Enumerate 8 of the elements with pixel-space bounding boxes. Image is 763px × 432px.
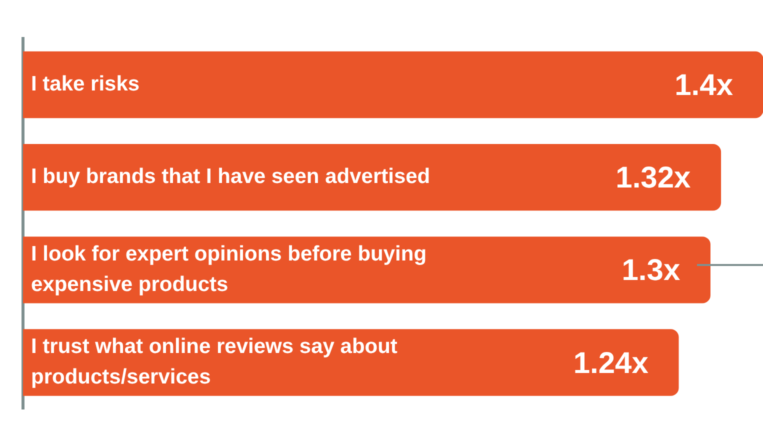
data-label: 1.4x bbox=[674, 69, 734, 102]
data-label: 1.24x bbox=[573, 346, 649, 380]
y-tick-label: I buy brands that I have seen advertised bbox=[31, 165, 430, 188]
y-tick-label: I trust what online reviews say about products/services bbox=[31, 335, 398, 389]
data-label: 1.3x bbox=[622, 254, 680, 288]
data-label: 1.32x bbox=[616, 162, 692, 195]
y-tick-label: I take risks bbox=[31, 72, 140, 96]
y-tick-label: I look for expert opinions before buying expensive products bbox=[31, 242, 427, 296]
